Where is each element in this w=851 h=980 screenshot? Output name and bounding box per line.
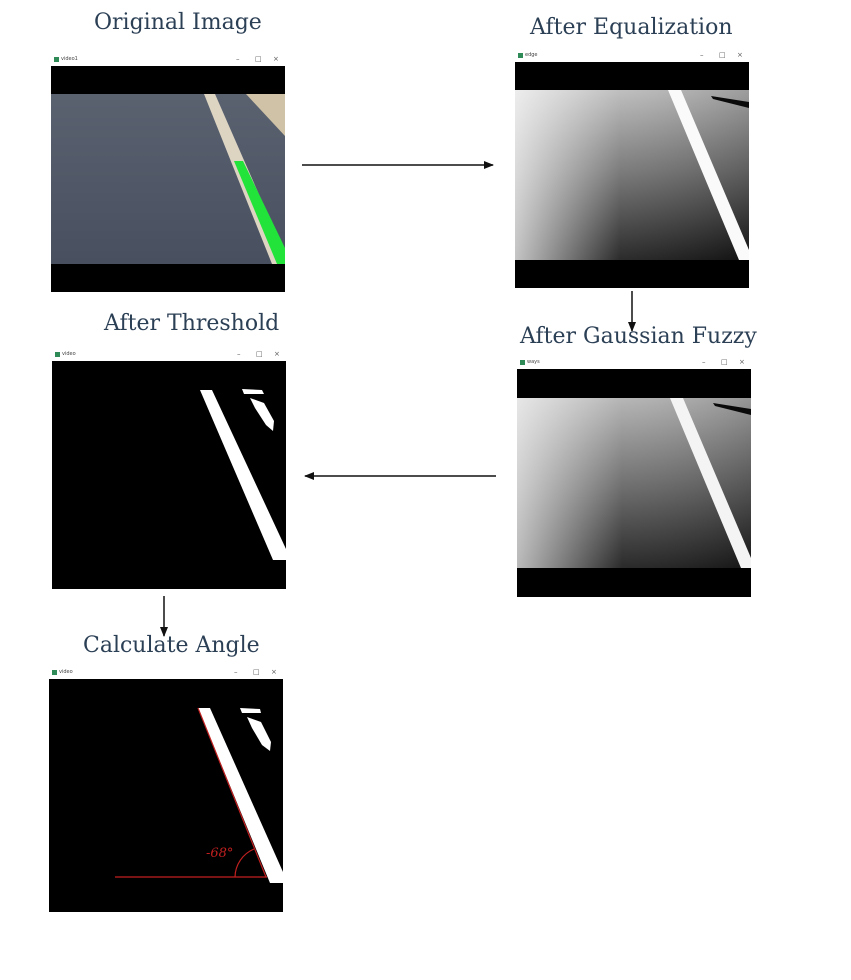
road-curb [246,94,285,136]
close-icon[interactable]: × [271,668,277,676]
lane-line [670,398,751,568]
window-title: edge [525,52,538,58]
equalization-window: edge – □ × [515,50,749,288]
lane-line [198,708,283,883]
original-road-image [51,66,285,292]
calculate-angle-content: -68° [49,679,283,912]
lane-line [668,90,749,260]
original-image-window: video1 – □ × [51,54,285,292]
gaussian-window: ways – □ × [517,357,751,597]
threshold-window: video – □ × [52,349,286,589]
minimize-icon[interactable]: – [236,55,240,63]
maximize-icon[interactable]: □ [721,358,728,366]
minimize-icon[interactable]: – [234,668,238,676]
detected-lane-highlight [234,161,285,264]
label-after-equalization: After Equalization [530,15,733,40]
threshold-content [52,361,286,589]
window-titlebar: video – □ × [49,667,283,679]
close-icon[interactable]: × [737,51,743,59]
gaussian-content [517,369,751,597]
maximize-icon[interactable]: □ [719,51,726,59]
window-title: video1 [61,56,78,62]
minimize-icon[interactable]: – [237,350,241,358]
angle-arc [234,848,255,878]
app-icon [52,670,57,675]
lane-line [200,390,286,560]
app-icon [54,57,59,62]
blurred-road-image [517,369,751,597]
close-icon[interactable]: × [273,55,279,63]
window-titlebar: ways – □ × [517,357,751,369]
app-icon [55,352,60,357]
window-titlebar: edge – □ × [515,50,749,62]
window-titlebar: video1 – □ × [51,54,285,66]
close-icon[interactable]: × [274,350,280,358]
maximize-icon[interactable]: □ [256,350,263,358]
label-calculate-angle: Calculate Angle [83,633,260,658]
equalization-content [515,62,749,288]
angle-road-image: -68° [49,679,283,912]
binary-road-image [52,361,286,589]
app-icon [518,53,523,58]
original-image-content [51,66,285,292]
maximize-icon[interactable]: □ [253,668,260,676]
window-titlebar: video – □ × [52,349,286,361]
minimize-icon[interactable]: – [702,358,706,366]
window-title: video [59,669,73,675]
equalized-road-image [515,62,749,288]
window-title: ways [527,359,540,365]
angle-annotation: -68° [206,846,233,861]
label-after-gaussian-fuzzy: After Gaussian Fuzzy [520,324,757,349]
app-icon [520,360,525,365]
label-original-image: Original Image [94,10,262,35]
minimize-icon[interactable]: – [700,51,704,59]
close-icon[interactable]: × [739,358,745,366]
maximize-icon[interactable]: □ [255,55,262,63]
label-after-threshold: After Threshold [104,311,280,336]
calculate-angle-window: video – □ × -68° [49,667,283,912]
window-title: video [62,351,76,357]
detected-edge-line [197,707,267,878]
